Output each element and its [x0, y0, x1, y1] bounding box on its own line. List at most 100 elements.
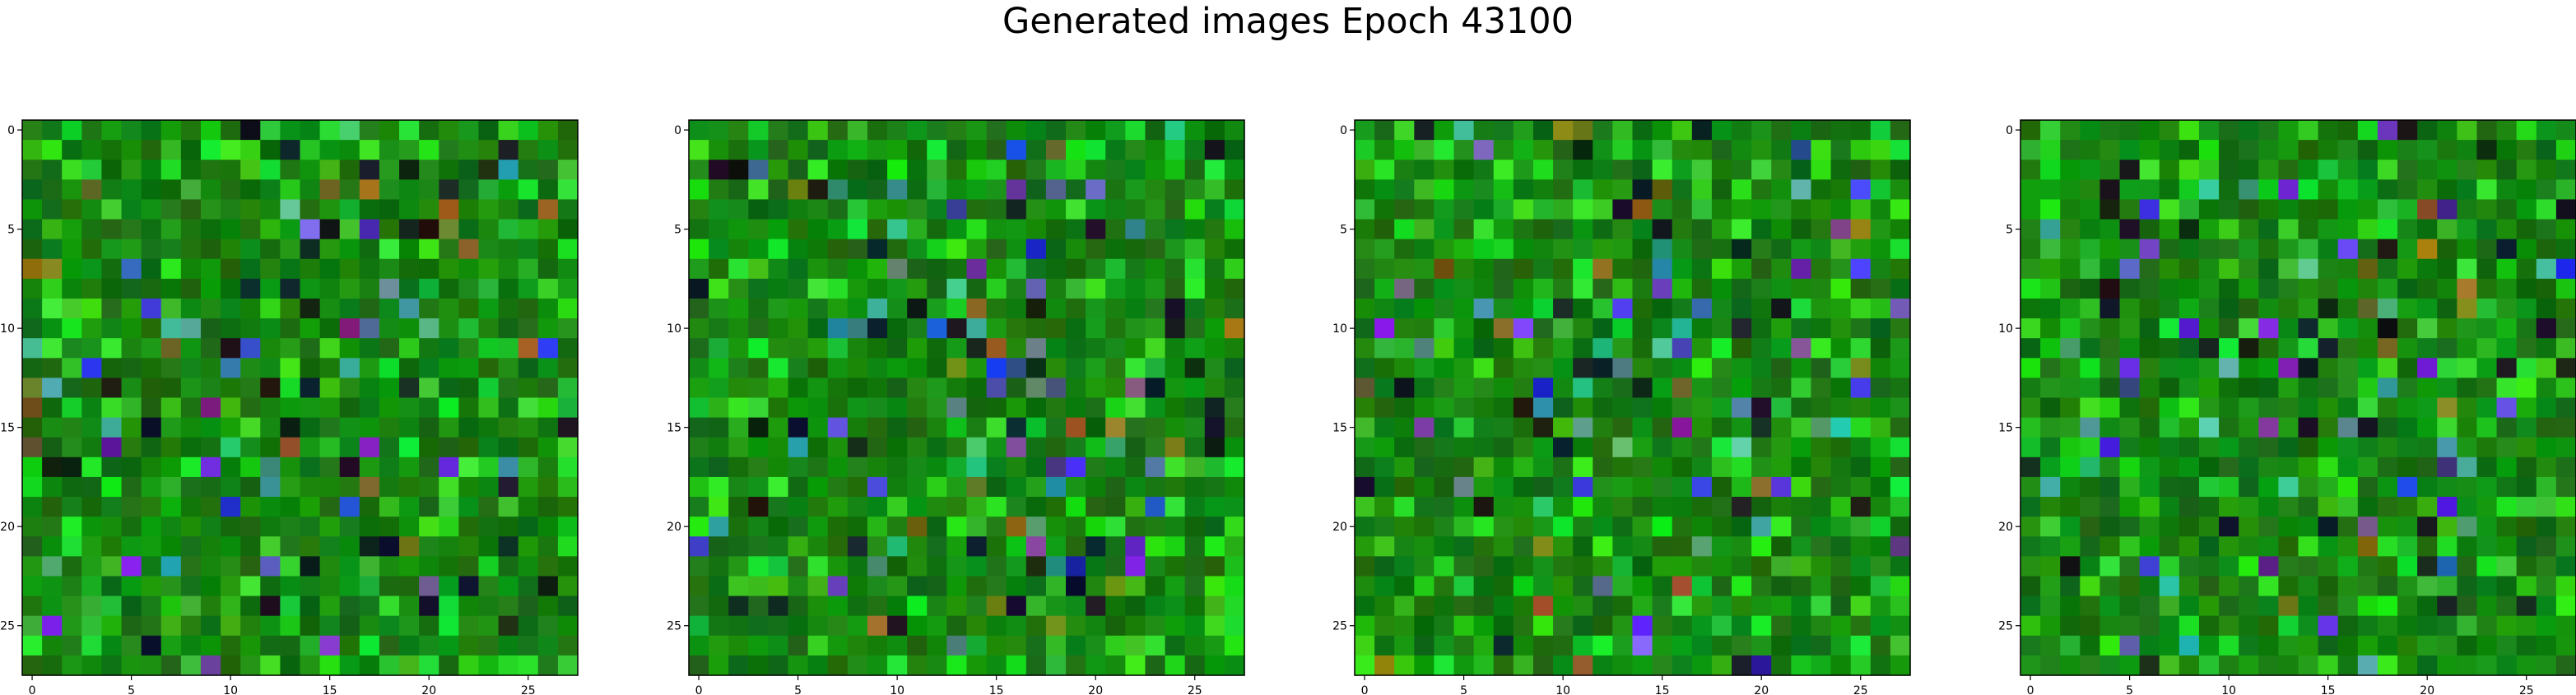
- pixel-cell: [2239, 258, 2259, 280]
- pixel-cell: [221, 536, 241, 557]
- pixel-cell: [728, 219, 749, 240]
- pixel-cell: [2080, 258, 2101, 280]
- pixel-cell: [1066, 397, 1086, 419]
- pixel-cell: [728, 239, 749, 260]
- pixel-cell: [2357, 358, 2378, 378]
- pixel-cell: [2219, 338, 2239, 359]
- pixel-cell: [1394, 517, 1415, 537]
- pixel-cell: [2080, 160, 2101, 180]
- pixel-cell: [1125, 160, 1146, 180]
- pixel-cell: [2119, 179, 2141, 201]
- pixel-cell: [2278, 140, 2299, 160]
- pixel-cell: [1453, 576, 1475, 597]
- pixel-cell: [2198, 476, 2220, 498]
- pixel-cell: [847, 258, 868, 280]
- pixel-cell: [1672, 219, 1693, 240]
- x-tick-label: 15: [323, 684, 337, 695]
- pixel-cell: [1066, 635, 1086, 656]
- pixel-cell: [2298, 160, 2319, 180]
- pixel-cell: [1204, 417, 1225, 438]
- pixel-cell: [1165, 476, 1186, 498]
- pixel-cell: [1145, 615, 1166, 637]
- pixel-cell: [2476, 517, 2498, 537]
- pixel-cell: [1532, 476, 1554, 498]
- pixel-cell: [1355, 417, 1375, 438]
- pixel-cell: [2020, 517, 2041, 537]
- pixel-cell: [2397, 517, 2418, 537]
- pixel-cell: [240, 140, 261, 160]
- pixel-cell: [966, 140, 988, 160]
- pixel-cell: [221, 517, 241, 537]
- pixel-cell: [2457, 219, 2478, 240]
- pixel-cell: [2476, 536, 2498, 557]
- pixel-cell: [62, 239, 82, 260]
- pixel-cell: [2318, 417, 2339, 438]
- pixel-cell: [1224, 635, 1245, 656]
- pixel-cell: [867, 595, 888, 617]
- pixel-cell: [2476, 160, 2498, 180]
- pixel-cell: [419, 595, 439, 617]
- pixel-cell: [1632, 179, 1653, 201]
- pixel-cell: [1652, 497, 1673, 517]
- pixel-cell: [2119, 318, 2141, 339]
- pixel-cell: [42, 318, 63, 339]
- pixel-cell: [2239, 517, 2259, 537]
- pixel-cell: [339, 497, 360, 517]
- pixel-cell: [200, 417, 221, 438]
- pixel-cell: [2337, 199, 2359, 220]
- pixel-cell: [1791, 120, 1812, 141]
- pixel-cell: [280, 497, 301, 517]
- pixel-cell: [867, 239, 888, 260]
- pixel-cell: [160, 437, 182, 458]
- pixel-cell: [339, 278, 360, 299]
- pixel-cell: [1890, 358, 1911, 378]
- pixel-cell: [518, 179, 539, 201]
- pixel-cell: [1473, 615, 1495, 637]
- pixel-cell: [2397, 615, 2418, 637]
- pixel-cell: [709, 556, 729, 577]
- pixel-cell: [887, 595, 908, 617]
- pixel-cell: [1771, 160, 1792, 180]
- pixel-cell: [419, 615, 439, 637]
- pixel-cell: [1573, 397, 1593, 419]
- pixel-cell: [1573, 615, 1593, 637]
- pixel-cell: [689, 497, 709, 517]
- pixel-cell: [788, 378, 809, 399]
- pixel-cell: [399, 476, 420, 498]
- pixel-cell: [1771, 497, 1792, 517]
- pixel-cell: [2119, 576, 2141, 597]
- pixel-cell: [1453, 655, 1475, 676]
- pixel-cell: [2219, 378, 2239, 399]
- pixel-cell: [709, 655, 729, 676]
- pixel-cell: [1224, 655, 1245, 676]
- pixel-cell: [2417, 576, 2438, 597]
- pixel-cell: [1125, 576, 1146, 597]
- pixel-cell: [927, 456, 947, 478]
- pixel-cell: [1632, 437, 1653, 458]
- pixel-cell: [81, 239, 103, 260]
- pixel-cell: [42, 199, 63, 220]
- pixel-cell: [1006, 397, 1027, 419]
- pixel-cell: [2496, 397, 2518, 419]
- pixel-cell: [22, 258, 43, 280]
- pixel-cell: [1771, 635, 1792, 656]
- pixel-cell: [2318, 397, 2339, 419]
- pixel-cell: [1593, 258, 1613, 280]
- pixel-cell: [300, 239, 321, 260]
- pixel-cell: [359, 576, 380, 597]
- pixel-cell: [1811, 437, 1832, 458]
- pixel-cell: [966, 556, 988, 577]
- pixel-cell: [2337, 595, 2359, 617]
- pixel-cell: [419, 536, 439, 557]
- pixel-cell: [887, 318, 908, 339]
- pixel-cell: [2239, 576, 2259, 597]
- pixel-cell: [2278, 278, 2299, 299]
- pixel-cell: [160, 595, 182, 617]
- pixel-cell: [1573, 595, 1593, 617]
- pixel-cell: [557, 239, 579, 260]
- pixel-cell: [1473, 278, 1495, 299]
- pixel-cell: [458, 318, 480, 339]
- pixel-cell: [2417, 556, 2438, 577]
- pixel-cell: [1672, 595, 1693, 617]
- pixel-cell: [379, 298, 400, 319]
